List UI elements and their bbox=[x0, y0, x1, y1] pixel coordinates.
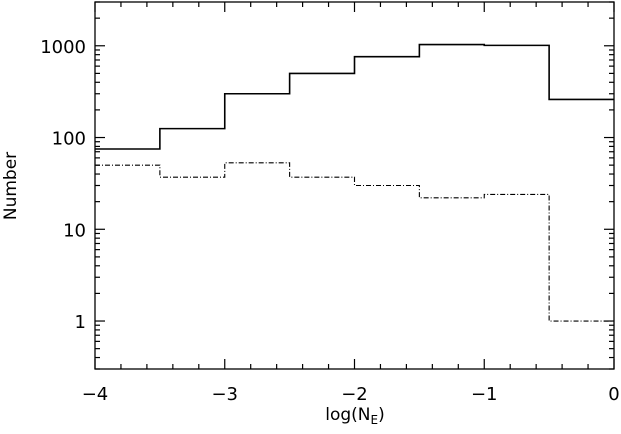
x-tick-label: −1 bbox=[471, 384, 498, 405]
x-tick-label: −2 bbox=[341, 384, 368, 405]
x-axis-label-subscript: E bbox=[371, 413, 379, 427]
tick-labels: −4 −3 −2 −1 0 1 10 100 1000 bbox=[40, 37, 620, 405]
x-tick-label: 0 bbox=[608, 384, 619, 405]
axis-ticks bbox=[94, 1, 615, 370]
series-2-line bbox=[95, 162, 614, 322]
y-tick-label: 100 bbox=[52, 129, 86, 150]
y-tick-label: 1000 bbox=[40, 37, 86, 58]
x-tick-label: −3 bbox=[211, 384, 238, 405]
x-axis-label-close: ) bbox=[378, 405, 385, 425]
x-axis-label-main: log(N bbox=[325, 405, 370, 425]
series-group bbox=[95, 43, 614, 322]
y-tick-label: 1 bbox=[75, 312, 86, 333]
series-1-line bbox=[95, 43, 614, 150]
x-tick-label: −4 bbox=[82, 384, 109, 405]
y-axis-label: Number bbox=[1, 152, 21, 220]
y-tick-label: 10 bbox=[63, 220, 86, 241]
x-axis-label: log(NE) bbox=[325, 405, 385, 427]
